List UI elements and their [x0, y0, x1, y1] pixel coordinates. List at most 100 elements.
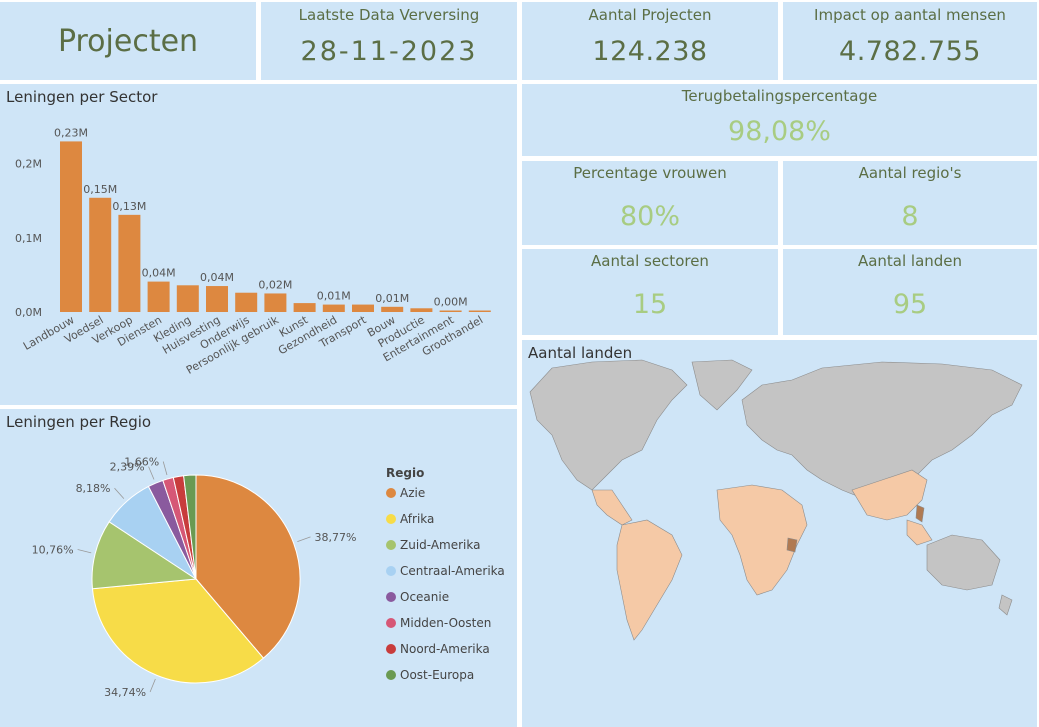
- bar[interactable]: [147, 281, 170, 312]
- pie-leader-line: [162, 461, 168, 476]
- legend-marker: [386, 488, 396, 498]
- stat-sectors-label: Aantal sectoren: [591, 252, 709, 270]
- legend-marker: [386, 644, 396, 654]
- stat-repayment-value: 98,08%: [728, 116, 831, 147]
- kpi-impact-value: 4.782.755: [839, 36, 981, 67]
- stat-countries-value: 95: [892, 289, 928, 320]
- bar[interactable]: [410, 308, 433, 312]
- sector-chart-title: Leningen per Sector: [6, 88, 158, 106]
- bar[interactable]: [118, 214, 141, 312]
- map-philippines: [915, 504, 925, 523]
- pie-data-label: 2,39%: [110, 461, 145, 474]
- legend-item[interactable]: Centraal-Amerika: [400, 564, 505, 578]
- kpi-refresh-value: 28-11-2023: [300, 36, 478, 67]
- pie-slice[interactable]: [183, 474, 197, 580]
- stat-countries-card: Aantal landen 95: [783, 249, 1037, 335]
- legend-marker: [386, 514, 396, 524]
- bar-data-label: 0,02M: [258, 278, 292, 291]
- stat-repayment-label: Terugbetalingspercentage: [681, 87, 878, 105]
- pie-leader-line: [114, 487, 125, 499]
- bar[interactable]: [264, 293, 287, 312]
- legend-item[interactable]: Midden-Oosten: [400, 616, 491, 630]
- bar[interactable]: [352, 304, 374, 312]
- stat-women-card: Percentage vrouwen 80%: [522, 161, 778, 245]
- pie-slice[interactable]: [91, 578, 265, 684]
- pie-leader-line: [148, 466, 155, 480]
- stat-sectors-value: 15: [632, 289, 668, 320]
- stat-regions-card: Aantal regio's 8: [783, 161, 1037, 245]
- bar-data-label: 0,01M: [375, 292, 409, 305]
- bar[interactable]: [381, 306, 404, 312]
- bar[interactable]: [439, 310, 462, 312]
- region-chart-panel[interactable]: Leningen per Regio 38,77% 34,74% 10,76% 8,1…: [0, 409, 517, 727]
- pie-data-label: 38,77%: [314, 531, 356, 544]
- pie-leader-line: [297, 536, 311, 543]
- pie-data-label: 34,74%: [104, 686, 146, 699]
- pie-slice[interactable]: [195, 474, 301, 659]
- map-australia: [926, 534, 1001, 591]
- kpi-impact-card: Impact op aantal mensen 4.782.755: [783, 2, 1037, 80]
- map-south-america: [616, 519, 683, 641]
- pie-data-label: 10,76%: [32, 543, 74, 556]
- map-greenland: [691, 359, 753, 411]
- stat-repayment-card: Terugbetalingspercentage 98,08%: [522, 84, 1037, 156]
- legend-item[interactable]: Oceanie: [400, 590, 449, 604]
- sector-chart-panel[interactable]: Leningen per Sector 0,0M 0,1M 0,2M 0,23M Lan…: [0, 84, 517, 405]
- bar[interactable]: [176, 285, 199, 312]
- bar-data-label: 0,00M: [434, 296, 468, 309]
- bar[interactable]: [235, 292, 258, 312]
- stat-sectors-card: Aantal sectoren 15: [522, 249, 778, 335]
- legend-item[interactable]: Zuid-Amerika: [400, 538, 480, 552]
- bar[interactable]: [293, 303, 316, 312]
- legend-marker: [386, 566, 396, 576]
- map-panel[interactable]: Aantal landen: [522, 340, 1037, 727]
- stat-women-value: 80%: [619, 201, 680, 232]
- pie-leader-line: [77, 549, 92, 554]
- kpi-refresh-label: Laatste Data Verversing: [298, 6, 480, 24]
- pie-slice[interactable]: [91, 521, 198, 590]
- bar-data-label: 0,13M: [112, 200, 146, 213]
- map-southeast-asia: [906, 519, 933, 546]
- kpi-projects-value: 124.238: [592, 36, 708, 67]
- region-chart-title: Leningen per Regio: [6, 413, 152, 431]
- stat-countries-label: Aantal landen: [857, 252, 963, 270]
- legend-item[interactable]: Oost-Europa: [400, 668, 474, 682]
- y-tick-label: 0,0M: [15, 306, 42, 319]
- sector-bar-chart[interactable]: 0,0M0,1M0,2M0,23MLandbouw0,15MVoedsel0,1…: [0, 84, 517, 405]
- bar[interactable]: [322, 304, 345, 312]
- page-title-tile: Projecten: [0, 2, 256, 80]
- world-map[interactable]: [522, 340, 1037, 727]
- kpi-refresh-card: Laatste Data Verversing 28-11-2023: [261, 2, 517, 80]
- kpi-projects-card: Aantal Projecten 124.238: [522, 2, 778, 80]
- map-central-america: [591, 489, 633, 526]
- map-title: Aantal landen: [528, 344, 633, 362]
- bar[interactable]: [60, 141, 82, 312]
- bar[interactable]: [89, 197, 112, 312]
- bar[interactable]: [206, 286, 228, 312]
- kpi-projects-label: Aantal Projecten: [588, 6, 712, 24]
- legend-marker: [386, 618, 396, 628]
- bar-data-label: 0,01M: [317, 290, 351, 303]
- stat-women-label: Percentage vrouwen: [573, 164, 727, 182]
- y-tick-label: 0,2M: [15, 158, 42, 171]
- bar[interactable]: [468, 310, 491, 312]
- stat-regions-label: Aantal regio's: [858, 164, 962, 182]
- bar-data-label: 0,04M: [142, 267, 176, 280]
- map-asia: [851, 469, 928, 521]
- bar-data-label: 0,23M: [54, 126, 88, 139]
- map-new-zealand: [998, 594, 1013, 616]
- map-eurasia: [741, 361, 1023, 501]
- legend-item[interactable]: Noord-Amerika: [400, 642, 490, 656]
- legend-title: Regio: [386, 466, 424, 480]
- map-africa: [716, 484, 808, 596]
- bar-data-label: 0,15M: [83, 183, 117, 196]
- page-title: Projecten: [57, 24, 199, 59]
- pie-leader-line: [149, 678, 156, 693]
- region-pie-chart[interactable]: 38,77% 34,74% 10,76% 8,18% 2,39%1,66% Regio Az…: [0, 409, 517, 727]
- legend-item[interactable]: Azie: [400, 486, 425, 500]
- kpi-impact-label: Impact op aantal mensen: [814, 6, 1006, 24]
- legend-marker: [386, 670, 396, 680]
- y-tick-label: 0,1M: [15, 232, 42, 245]
- pie-data-label: 8,18%: [76, 482, 111, 495]
- legend-item[interactable]: Afrika: [400, 512, 434, 526]
